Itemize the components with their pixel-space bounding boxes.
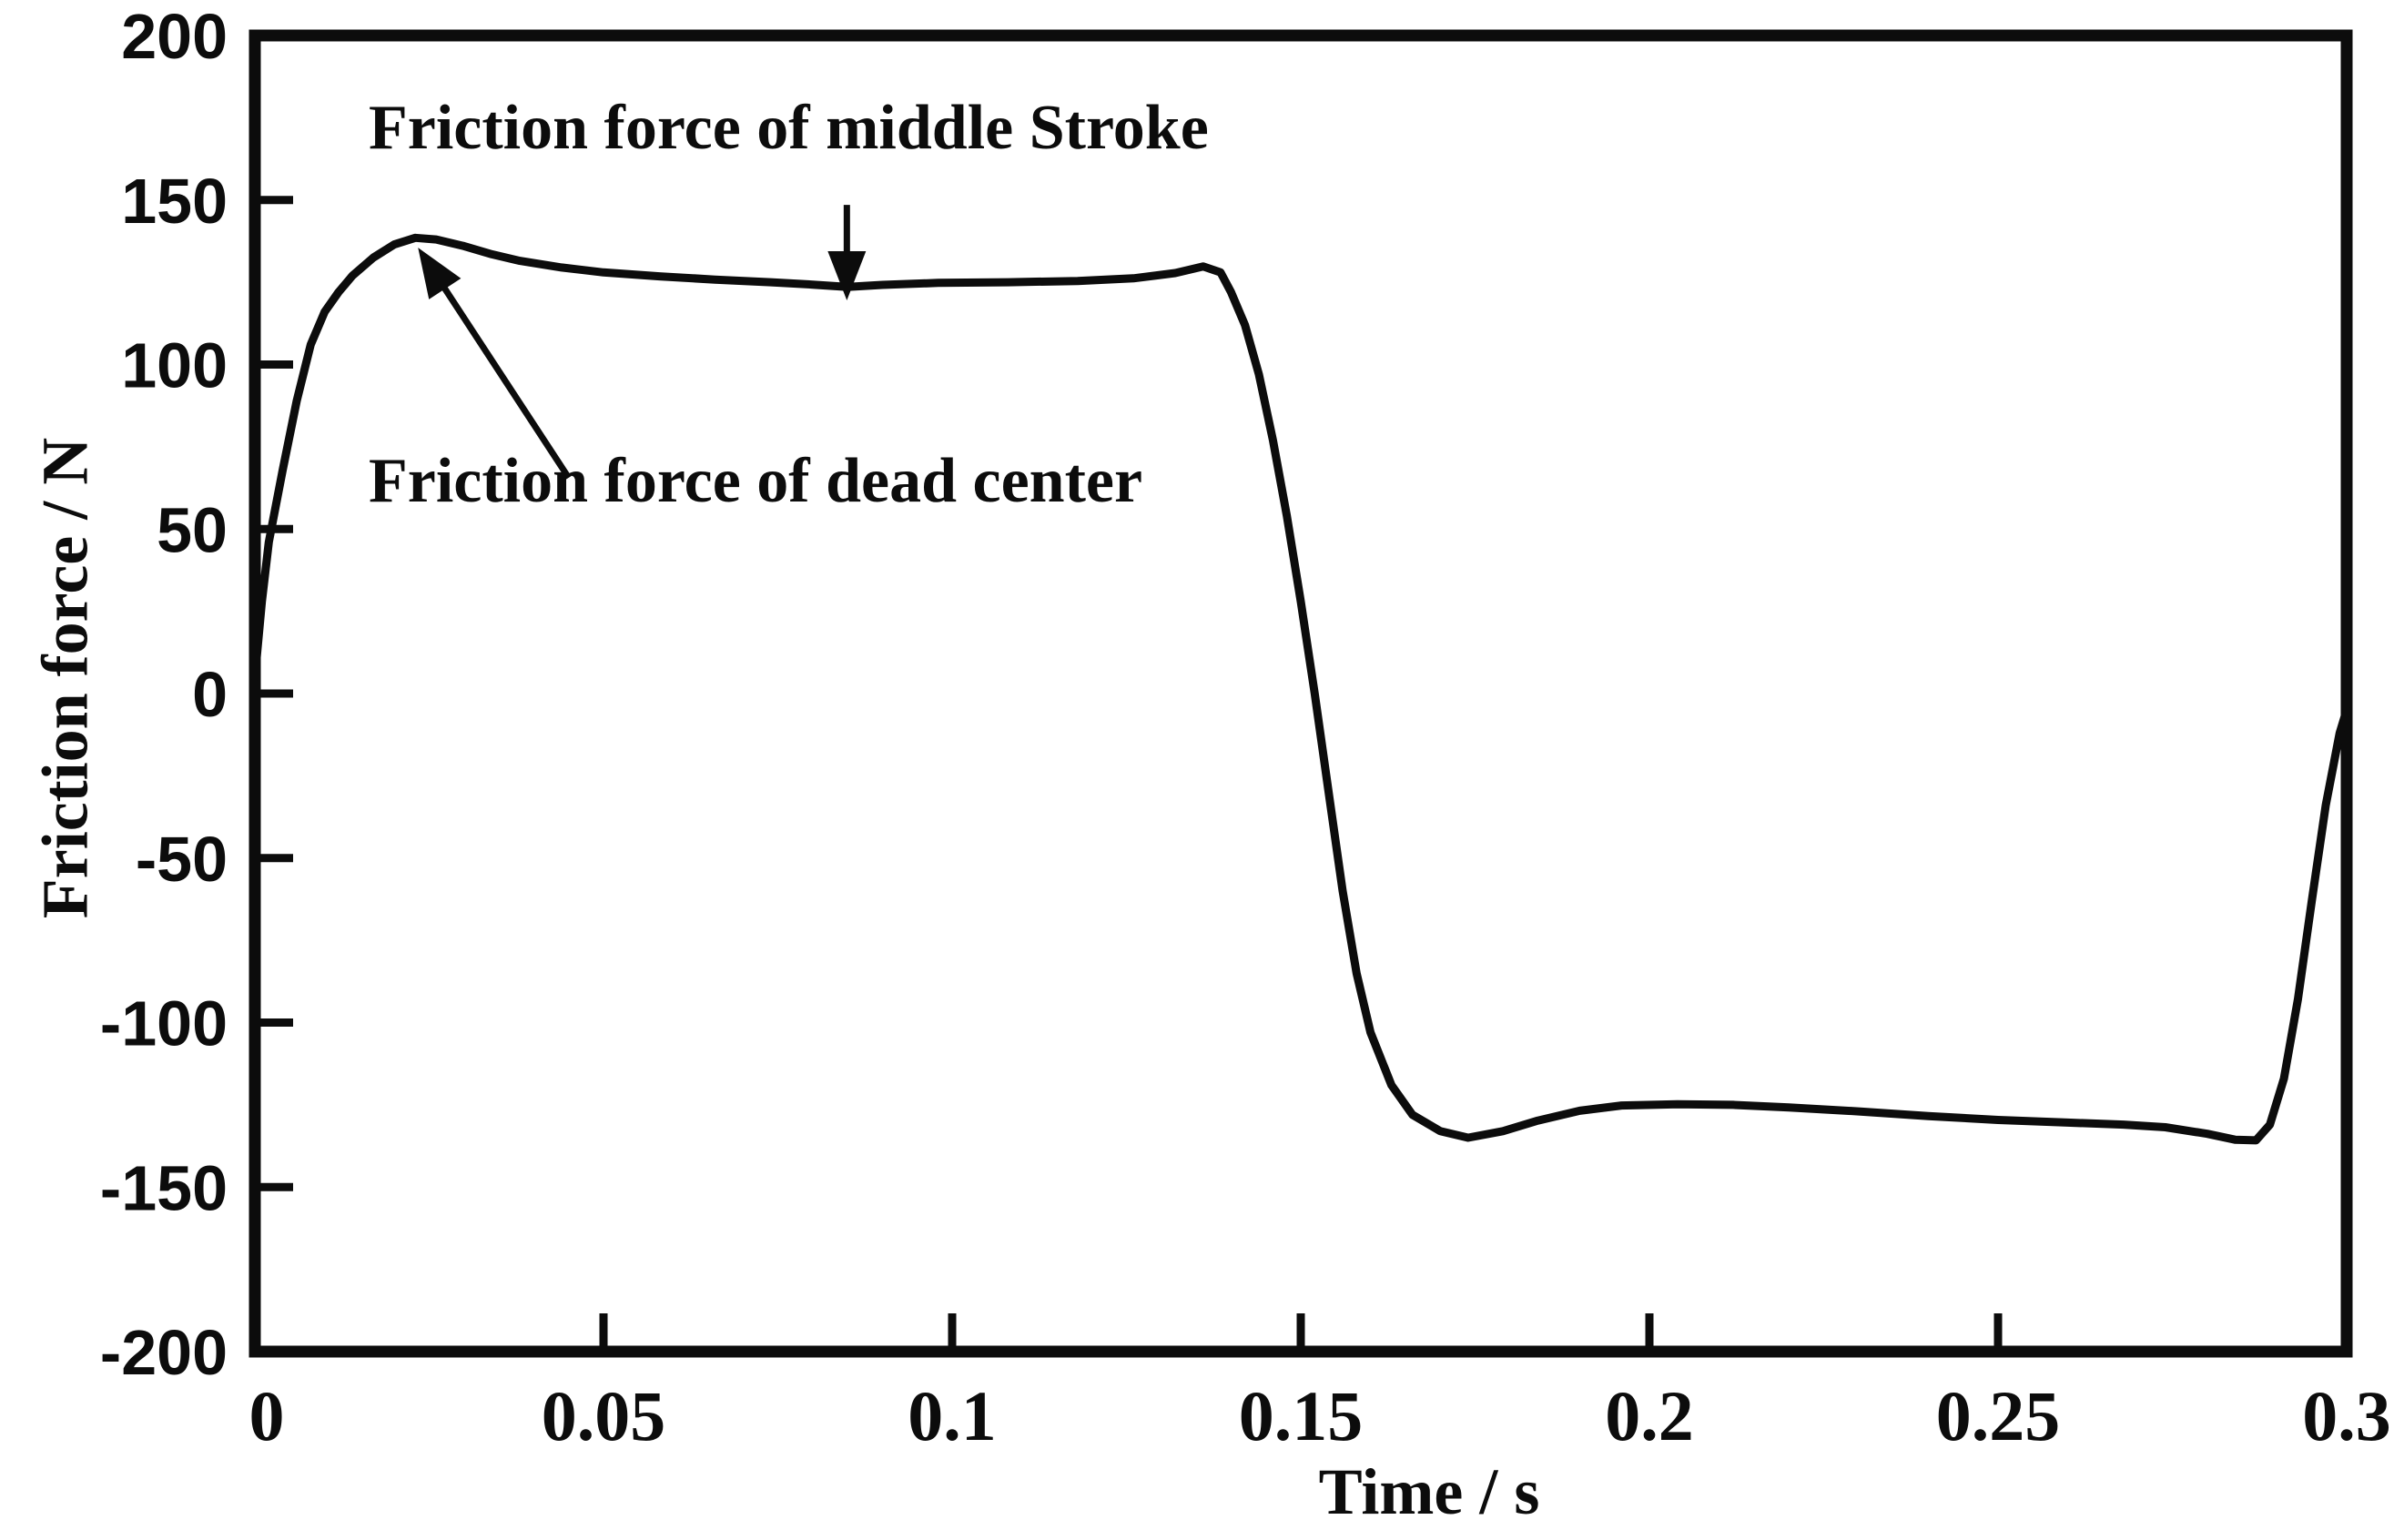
y-tick-label: 0 xyxy=(192,659,228,730)
middle-stroke-arrowhead xyxy=(827,251,867,301)
dead-center-arrowhead xyxy=(418,248,462,299)
x-axis-ticks xyxy=(599,1313,2003,1352)
annotation-arrows xyxy=(418,205,867,480)
x-tick-label: 0 xyxy=(249,1376,285,1455)
plot-frame xyxy=(249,29,2353,1358)
y-axis-title: Friction force / N xyxy=(28,437,102,919)
friction-force-curve xyxy=(250,233,2351,1145)
annotation-dead-center-label: Friction force of dead center xyxy=(369,446,1143,516)
dead-center-arrow-line xyxy=(439,282,572,480)
x-tick-label: 0.3 xyxy=(2302,1376,2391,1455)
y-tick-label: 100 xyxy=(121,330,228,401)
y-tick-label: 150 xyxy=(121,166,228,237)
y-tick-label: -200 xyxy=(100,1317,228,1388)
x-tick-label: 0.15 xyxy=(1239,1376,1364,1455)
y-tick-label: -100 xyxy=(100,988,228,1059)
y-tick-label: 50 xyxy=(157,494,228,565)
y-tick-label: -150 xyxy=(100,1152,228,1223)
y-tick-label: -50 xyxy=(136,824,228,895)
y-tick-label: 200 xyxy=(121,1,228,72)
x-axis-tick-labels: 0 0.05 0.1 0.15 0.2 0.25 0.3 xyxy=(249,1376,2391,1455)
x-axis-title: Time / s xyxy=(1318,1455,1540,1528)
x-tick-label: 0.2 xyxy=(1605,1376,1694,1455)
x-tick-label: 0.1 xyxy=(908,1376,997,1455)
annotation-middle-stroke-label: Friction force of middle Stroke xyxy=(369,93,1209,163)
y-axis-tick-labels: 200 150 100 50 0 -50 -100 -150 -200 xyxy=(100,1,228,1388)
x-tick-label: 0.05 xyxy=(542,1376,666,1455)
x-tick-label: 0.25 xyxy=(1936,1376,2061,1455)
